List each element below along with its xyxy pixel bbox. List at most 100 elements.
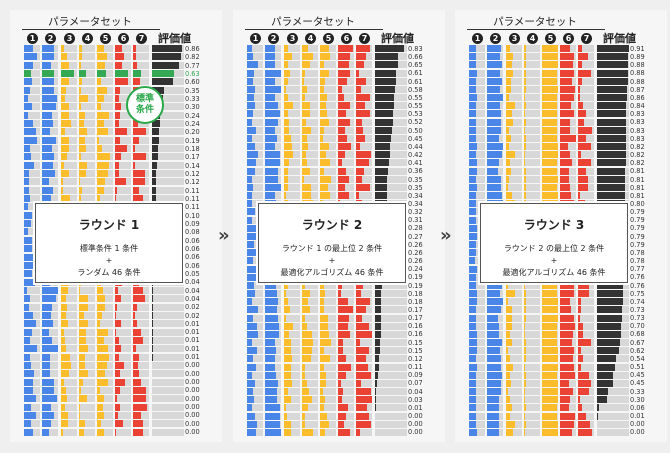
param-bar [42,378,58,386]
param-bar [560,404,576,412]
eval-bar [375,420,407,428]
param-bar [560,281,576,289]
param-bar [578,126,594,134]
param-bar [79,145,95,153]
param-bar [506,363,522,371]
eval-values: 0.86 0.82 0.77 0.63 0.60 0.35 0.33 0.30 0.24 0.24… [185,45,200,436]
param-bar [42,170,58,178]
param-bar [506,77,522,85]
table-row [233,110,445,118]
param-bar [320,167,336,175]
param-bar [320,281,336,289]
eval-bar [597,134,629,142]
param-bar [338,45,354,52]
eval-value: 0.33 [185,94,200,103]
eval-value: 0.83 [630,110,645,119]
param-bar [247,396,263,404]
param-bar [356,339,372,346]
param-bar [24,211,40,219]
param-bar [524,94,540,101]
param-bar [284,330,300,338]
table-row [233,363,445,371]
param-bar [42,428,58,436]
param-bar [24,170,40,178]
table-row [10,395,222,403]
param-bar [487,355,503,363]
param-bar [356,175,372,183]
param-bar [338,134,354,142]
param-bar [356,126,372,134]
param-bar [320,396,336,404]
param-bar [115,86,131,94]
param-bar [506,69,522,77]
param-bar [61,378,77,386]
param-bar [61,403,77,411]
header-underline [22,29,160,30]
table-row [10,411,222,419]
param-bar [560,77,576,85]
table-row [10,303,222,311]
eval-value: 0.26 [408,240,423,249]
param-bar [133,336,149,344]
param-bar [61,361,77,369]
param-bar [578,298,594,306]
param-bar [79,178,95,186]
eval-bar [597,339,629,346]
eval-value: 0.66 [408,53,423,62]
param-bar [338,322,354,330]
eval-bar [375,151,407,159]
param-bar [247,371,263,379]
param-bar [61,328,77,336]
param-bar [320,290,336,297]
param-bar [115,428,131,436]
param-bar [24,220,40,228]
param-bar [578,192,594,199]
param-bar [302,306,318,314]
param-bar [115,395,131,403]
table-row [455,77,667,85]
eval-value: 0.02 [185,311,200,320]
table-row [233,379,445,387]
param-bar [578,167,594,175]
header-underline [245,29,383,30]
param-bar [24,428,40,436]
param-bar [356,412,372,420]
eval-value: 0.67 [630,338,645,347]
eval-bar [375,85,407,93]
eval-value: 0.06 [185,253,200,262]
param-bar [79,361,95,369]
param-bar [506,159,522,167]
eval-value: 0.06 [185,244,200,253]
param-bar [302,412,318,420]
table-row [455,396,667,404]
eval-bar [375,126,407,134]
eval-value: 0.14 [185,161,200,170]
param-bar [79,170,95,178]
param-bar [506,94,522,101]
param-bar [506,118,522,126]
param-bar [284,379,300,387]
eval-bar [597,330,629,338]
eval-value: 0.11 [185,203,200,212]
eval-value: 0.35 [408,183,423,192]
param-bar [265,159,281,167]
param-bar [578,388,594,395]
param-bar [356,102,372,110]
param-bar [97,345,113,353]
param-bar [524,53,540,61]
param-bar [338,412,354,420]
param-bar [61,95,77,103]
param-bar [542,379,558,387]
eval-value: 0.11 [408,363,423,372]
param-bar [302,183,318,191]
param-bar [265,77,281,85]
param-bar [524,102,540,110]
param-bar [487,118,503,126]
param-bar [247,53,263,61]
param-bar [487,281,503,289]
param-bar [320,151,336,159]
parameter-set-header: パラメータセット [493,16,577,28]
param-bar [356,404,372,412]
param-number-badge-4: 4 [82,33,93,44]
table-row [233,404,445,412]
